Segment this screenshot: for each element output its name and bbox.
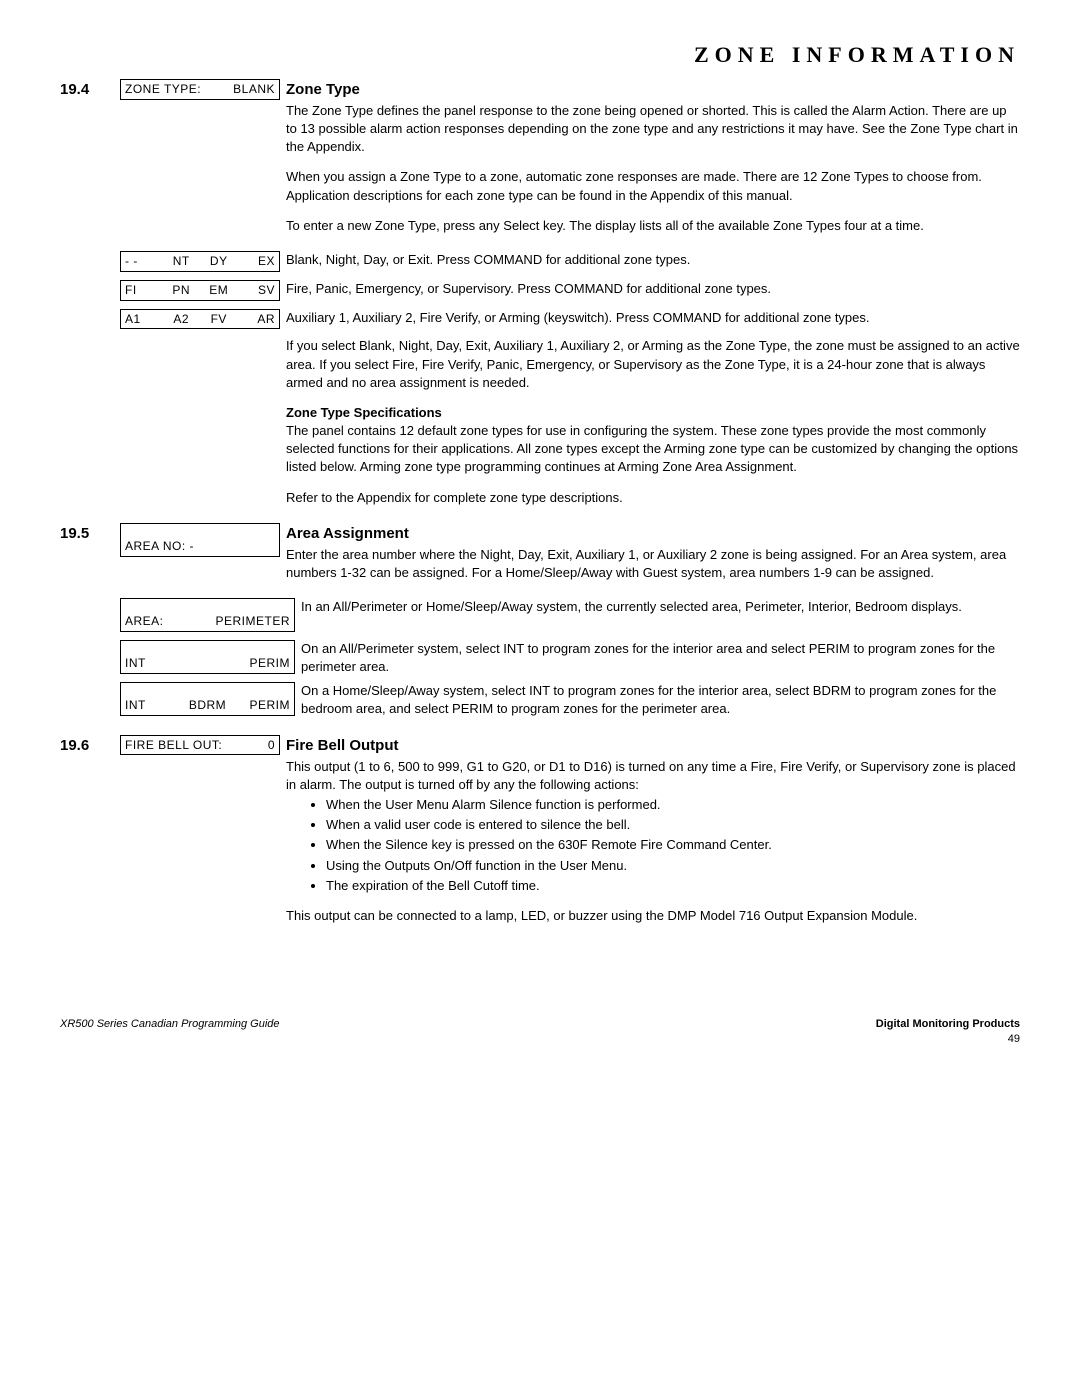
paragraph: On an All/Perimeter system, select INT t… [301,640,1020,678]
lcd-opt: FV [200,311,238,328]
section-19-5: 19.5 AREA NO: - Area Assignment Enter th… [60,523,1020,594]
lcd-a1a2fvar: A1 A2 FV AR [120,309,280,330]
lcd-value: PERIMETER [215,613,290,630]
lcd-opt: INT [125,655,146,672]
lcd-opt: FI [125,282,163,299]
lcd-fipnemsv: FI PN EM SV [120,280,280,301]
lcd-opt: PERIM [235,697,290,714]
lcd-label: AREA NO: - [125,538,194,555]
area-row: AREA: PERIMETER In an All/Perimeter or H… [60,598,1020,636]
paragraph: The panel contains 12 default zone types… [286,422,1020,477]
zone-type-row: - - NT DY EX Blank, Night, Day, or Exit.… [60,251,1020,276]
paragraph: This output (1 to 6, 500 to 999, G1 to G… [286,758,1020,794]
section-number: 19.5 [60,523,120,594]
list-item: Using the Outputs On/Off function in the… [326,857,1020,875]
lcd-opt: EX [238,253,276,270]
section-title: Zone Type [286,79,1020,100]
zone-type-row: FI PN EM SV Fire, Panic, Emergency, or S… [60,280,1020,305]
paragraph: To enter a new Zone Type, press any Sele… [286,217,1020,235]
paragraph: When you assign a Zone Type to a zone, a… [286,168,1020,204]
paragraph: Enter the area number where the Night, D… [286,546,1020,582]
lcd-fire-bell-out: FIRE BELL OUT: 0 [120,735,280,756]
list-item: When the User Menu Alarm Silence functio… [326,796,1020,814]
lcd-value: 0 [268,737,275,754]
page-footer: XR500 Series Canadian Programming Guide … [60,1017,1020,1048]
lcd-opt: - - [125,253,163,270]
list-item: The expiration of the Bell Cutoff time. [326,877,1020,895]
paragraph: This output can be connected to a lamp, … [286,907,1020,925]
lcd-label: ZONE TYPE: [125,81,201,98]
lcd-label: AREA: [125,613,164,630]
paragraph: In an All/Perimeter or Home/Sleep/Away s… [301,598,1020,636]
lcd-zone-type: ZONE TYPE: BLANK [120,79,280,100]
lcd-opt: PN [163,282,201,299]
row-text: Blank, Night, Day, or Exit. Press COMMAN… [286,251,1020,276]
lcd-opt: A2 [163,311,201,328]
section-19-4: 19.4 ZONE TYPE: BLANK Zone Type The Zone… [60,79,1020,247]
list-item: When the Silence key is pressed on the 6… [326,836,1020,854]
footer-left: XR500 Series Canadian Programming Guide [60,1017,280,1048]
lcd-area-perimeter: AREA: PERIMETER [120,598,295,632]
page-header: ZONE INFORMATION [60,40,1020,71]
page-number: 49 [1008,1033,1020,1045]
lcd-opt: AR [238,311,276,328]
lcd-opt: INT [125,697,180,714]
section-19-6: 19.6 FIRE BELL OUT: 0 Fire Bell Output T… [60,735,1020,938]
lcd-int-perim: INT PERIM [120,640,295,674]
section-title: Fire Bell Output [286,735,1020,756]
lcd-area-no: AREA NO: - [120,523,280,557]
lcd-opt: A1 [125,311,163,328]
bullet-list: When the User Menu Alarm Silence functio… [286,796,1020,895]
lcd-int-bdrm-perim: INT BDRM PERIM [120,682,295,716]
lcd-opt: PERIM [249,655,290,672]
area-row: INT BDRM PERIM On a Home/Sleep/Away syst… [60,682,1020,730]
area-row: INT PERIM On an All/Perimeter system, se… [60,640,1020,678]
section-number: 19.6 [60,735,120,938]
paragraph: The Zone Type defines the panel response… [286,102,1020,157]
paragraph: On a Home/Sleep/Away system, select INT … [301,682,1020,718]
paragraph: Refer to the Appendix for complete zone … [286,489,1020,507]
zone-type-row: A1 A2 FV AR Auxiliary 1, Auxiliary 2, Fi… [60,309,1020,334]
section-title: Area Assignment [286,523,1020,544]
lcd-opt: BDRM [180,697,235,714]
lcd-opt: NT [163,253,201,270]
list-item: When a valid user code is entered to sil… [326,816,1020,834]
lcd-opt: SV [238,282,276,299]
lcd-ntdyex: - - NT DY EX [120,251,280,272]
row-text: Fire, Panic, Emergency, or Supervisory. … [286,280,1020,305]
footer-right: Digital Monitoring Products [876,1018,1020,1030]
lcd-value: BLANK [233,81,275,98]
lcd-label: FIRE BELL OUT: [125,737,222,754]
lcd-opt: DY [200,253,238,270]
section-number: 19.4 [60,79,120,247]
row-text: Auxiliary 1, Auxiliary 2, Fire Verify, o… [286,309,1020,334]
lcd-opt: EM [200,282,238,299]
paragraph: If you select Blank, Night, Day, Exit, A… [286,337,1020,392]
subheading: Zone Type Specifications [286,404,1020,422]
